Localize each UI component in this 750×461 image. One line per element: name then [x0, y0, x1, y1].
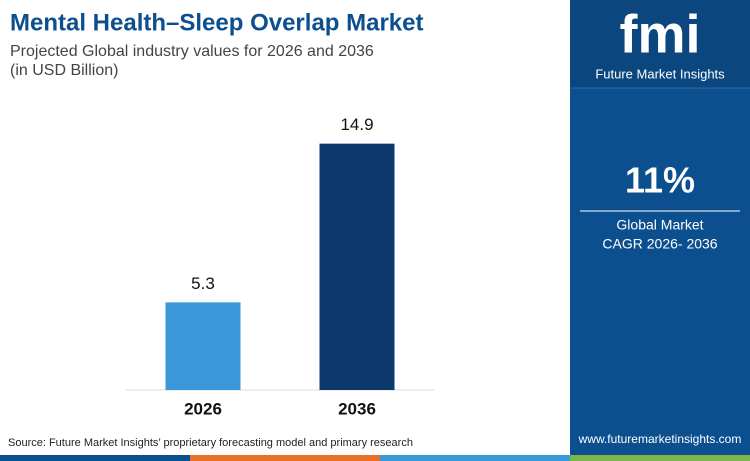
strip — [570, 455, 750, 461]
value-label: 5.3 — [191, 274, 215, 293]
strip — [190, 455, 380, 461]
value-label: 14.9 — [340, 115, 373, 134]
stat-label: Global Market — [616, 217, 703, 233]
strip — [0, 455, 190, 461]
stat-label: CAGR 2026- 2036 — [602, 236, 717, 252]
chart-title: Mental Health–Sleep Overlap Market — [10, 9, 423, 36]
strip — [380, 455, 570, 461]
bar — [319, 143, 395, 390]
bar — [165, 302, 241, 390]
subtitle: Projected Global industry values for 202… — [10, 43, 374, 60]
logo: fmi — [620, 4, 701, 64]
source: Source: Future Market Insights’ propriet… — [8, 437, 413, 449]
x-tick-label: 2036 — [338, 399, 376, 418]
logo-area — [570, 0, 750, 88]
url: www.futuremarketinsights.com — [578, 432, 742, 446]
stat: 11% — [625, 160, 695, 201]
x-tick-label: 2026 — [184, 399, 222, 418]
brand: Future Market Insights — [595, 66, 725, 81]
subtitle: (in USD Billion) — [10, 62, 118, 79]
